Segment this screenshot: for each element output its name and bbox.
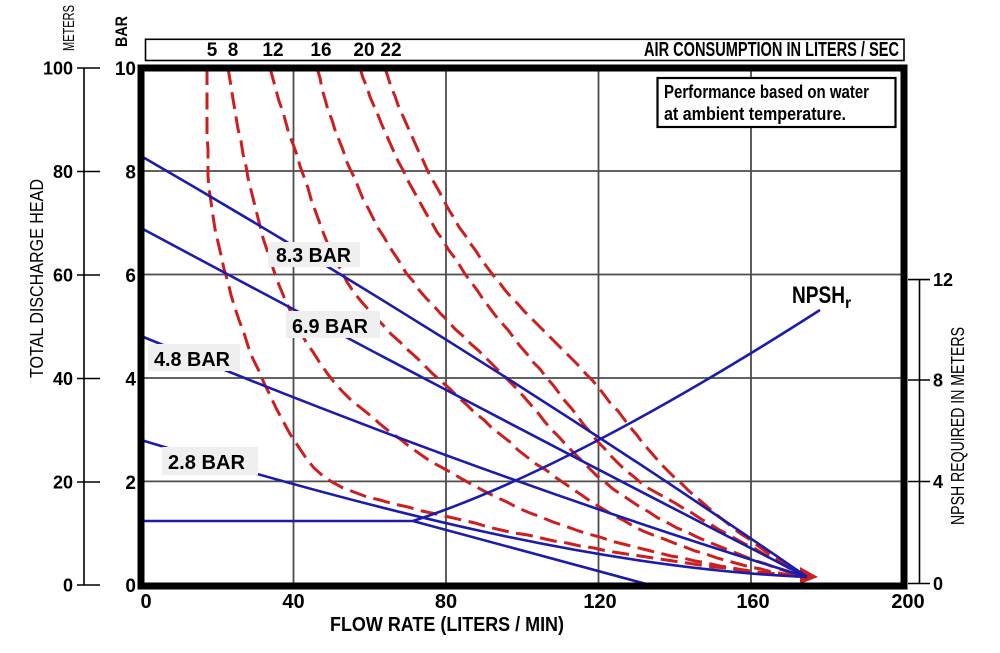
svg-text:FLOW RATE (LITERS / MIN): FLOW RATE (LITERS / MIN) [330,614,564,636]
svg-text:4: 4 [933,472,943,492]
svg-text:8: 8 [933,371,943,391]
svg-text:0: 0 [125,576,136,597]
svg-text:4.8 BAR: 4.8 BAR [154,349,231,371]
svg-text:12: 12 [933,270,953,290]
svg-text:NPSH REQUIRED IN METERS: NPSH REQUIRED IN METERS [948,327,968,525]
svg-text:120: 120 [583,591,616,613]
svg-text:2.8 BAR: 2.8 BAR [168,452,246,474]
svg-text:12: 12 [262,40,283,61]
svg-text:AIR CONSUMPTION IN LITERS / SE: AIR CONSUMPTION IN LITERS / SEC [644,39,899,61]
svg-text:20: 20 [53,473,73,493]
svg-text:8: 8 [125,163,136,184]
svg-text:4: 4 [125,370,136,391]
svg-text:10: 10 [115,59,136,80]
svg-text:80: 80 [435,591,457,613]
svg-text:BAR: BAR [112,16,131,47]
svg-text:0: 0 [140,591,151,613]
svg-text:80: 80 [53,162,73,182]
svg-text:16: 16 [310,40,331,61]
svg-text:20: 20 [353,40,374,61]
svg-text:100: 100 [43,59,73,79]
svg-text:40: 40 [53,369,73,389]
svg-text:40: 40 [282,591,304,613]
svg-text:6: 6 [125,266,136,287]
svg-text:60: 60 [53,266,73,286]
svg-text:200: 200 [891,591,924,613]
svg-text:NPSHr: NPSHr [792,282,851,312]
svg-text:Performance based on water: Performance based on water [664,82,869,102]
svg-text:22: 22 [380,40,401,61]
svg-text:2: 2 [125,473,136,494]
svg-text:8.3 BAR: 8.3 BAR [276,245,352,267]
svg-text:0: 0 [933,574,943,594]
svg-text:8: 8 [228,40,239,61]
svg-text:METERS: METERS [61,5,78,51]
svg-text:0: 0 [63,576,73,596]
svg-text:at ambient temperature.: at ambient temperature. [664,104,846,124]
svg-text:6.9 BAR: 6.9 BAR [292,316,369,338]
svg-text:160: 160 [736,591,769,613]
svg-text:5: 5 [207,40,218,61]
svg-text:TOTAL DISCHARGE HEAD: TOTAL DISCHARGE HEAD [27,179,47,378]
